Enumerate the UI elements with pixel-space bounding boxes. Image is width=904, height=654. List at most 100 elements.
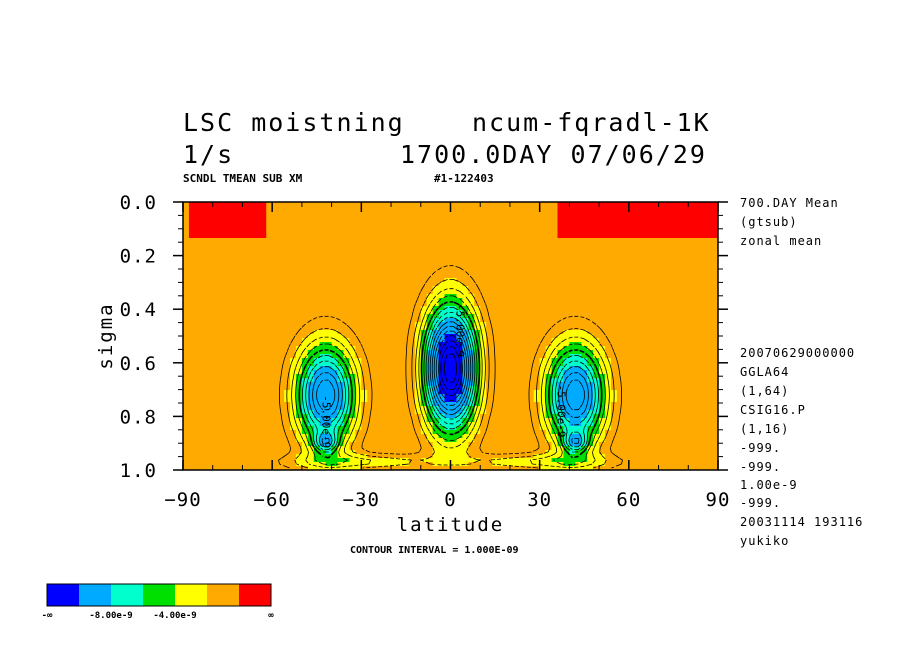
field-cell [194, 398, 202, 403]
field-cell [581, 270, 588, 275]
field-cell [355, 390, 362, 395]
field-cell [492, 230, 499, 235]
field-cell [402, 326, 410, 331]
field-cell [611, 306, 618, 311]
field-cell [581, 206, 588, 211]
field-cell [200, 226, 208, 231]
field-cell [450, 394, 457, 399]
field-cell [527, 214, 535, 219]
field-cell [575, 206, 582, 211]
field-cell [242, 358, 249, 363]
field-cell [301, 214, 309, 219]
field-cell [284, 226, 291, 231]
field-cell [319, 234, 327, 239]
field-cell [266, 370, 273, 375]
field-cell [355, 230, 362, 235]
field-cell [284, 374, 291, 379]
field-cell [509, 410, 517, 415]
field-cell [194, 302, 202, 307]
field-cell [224, 238, 231, 243]
field-cell [200, 374, 208, 379]
field-cell [712, 238, 719, 243]
field-cell [581, 370, 588, 375]
field-cell [295, 218, 303, 223]
field-cell [385, 278, 392, 283]
field-cell [504, 362, 511, 367]
field-cell [474, 262, 481, 267]
field-cell [616, 226, 624, 231]
field-cell [444, 266, 451, 271]
field-cell [515, 290, 523, 295]
field-cell [700, 346, 707, 351]
field-cell [355, 342, 362, 347]
field-cell [236, 238, 243, 243]
field-cell [456, 266, 463, 271]
field-cell [194, 366, 202, 371]
field-cell [278, 394, 285, 399]
field-cell [206, 226, 214, 231]
field-cell [343, 322, 350, 327]
field-cell [616, 362, 624, 367]
field-cell [242, 326, 249, 331]
field-cell [622, 390, 630, 395]
field-cell [521, 418, 529, 423]
field-cell [694, 210, 701, 215]
field-cell [188, 250, 196, 255]
field-cell [188, 422, 196, 427]
field-cell [575, 278, 582, 283]
field-cell [385, 342, 392, 347]
field-cell [593, 286, 600, 291]
field-cell [420, 290, 428, 295]
field-cell [290, 382, 297, 387]
field-cell [569, 386, 576, 391]
field-cell [230, 390, 237, 395]
field-cell [706, 350, 713, 355]
field-cell [664, 346, 671, 351]
field-cell [260, 254, 267, 259]
field-cell [379, 234, 386, 239]
field-cell [646, 234, 654, 239]
field-cell [640, 250, 648, 255]
field-cell [361, 302, 368, 307]
field-cell [284, 286, 291, 291]
field-cell [272, 346, 279, 351]
field-cell [254, 362, 261, 367]
field-cell [587, 402, 594, 407]
field-cell [438, 354, 445, 359]
field-cell [331, 422, 338, 427]
field-cell [278, 270, 285, 275]
field-cell [194, 210, 202, 215]
field-cell [230, 358, 237, 363]
field-cell [206, 338, 214, 343]
field-cell [414, 366, 422, 371]
field-cell [676, 254, 683, 259]
field-cell [593, 334, 600, 339]
field-cell [539, 210, 547, 215]
field-cell [456, 250, 463, 255]
field-cell [533, 274, 541, 279]
field-cell [688, 294, 695, 299]
field-cell [361, 410, 368, 415]
field-cell [682, 254, 689, 259]
field-cell [278, 250, 285, 255]
field-cell [420, 266, 428, 271]
field-cell [355, 298, 362, 303]
field-cell [521, 226, 529, 231]
field-cell [533, 210, 541, 215]
field-cell [301, 378, 309, 383]
field-cell [391, 350, 398, 355]
field-cell [212, 290, 220, 295]
field-cell [212, 366, 220, 371]
field-cell [183, 258, 190, 263]
field-cell [492, 274, 499, 279]
field-cell [188, 326, 196, 331]
field-cell [218, 374, 226, 379]
field-cell [391, 302, 398, 307]
field-cell [640, 350, 648, 355]
field-cell [260, 318, 267, 323]
field-cell [349, 330, 356, 335]
field-cell [587, 326, 594, 331]
field-cell [486, 270, 493, 275]
field-cell [319, 302, 327, 307]
field-cell [361, 346, 368, 351]
